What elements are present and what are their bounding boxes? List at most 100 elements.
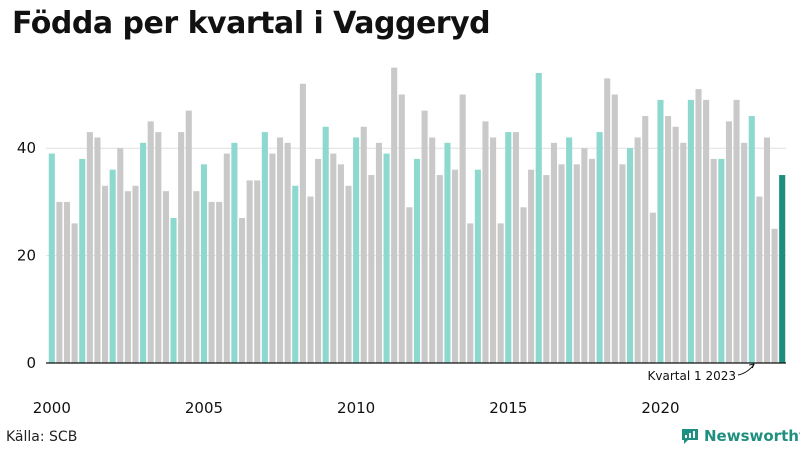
bar: 2003 K1: 41 <box>140 142 147 363</box>
bar: 2003 K4: 32 <box>162 191 169 363</box>
bar: 2018 K1: 43 <box>596 132 603 363</box>
bar: 2019 K2: 42 <box>634 137 641 363</box>
bar: 2006 K1: 41 <box>231 142 238 363</box>
annotation-arrowhead <box>749 363 755 369</box>
bar: 2005 K2: 30 <box>208 201 215 363</box>
bar: 2024 K1: 35 <box>779 175 786 363</box>
bar: 2005 K4: 39 <box>223 153 230 363</box>
bar: 2010 K2: 44 <box>360 126 367 363</box>
bar: 2000 K3: 30 <box>63 201 71 363</box>
bar: 2012 K3: 42 <box>429 137 436 363</box>
bar: 2015 K4: 36 <box>528 169 535 363</box>
bar: 2004 K1: 27 <box>170 218 177 363</box>
bar: 2001 K1: 38 <box>79 158 86 363</box>
bar: 2013 K4: 26 <box>467 223 474 363</box>
bar: 2021 K1: 49 <box>687 99 694 364</box>
bar: 2009 K3: 37 <box>337 164 344 363</box>
bar: 2023 K4: 25 <box>771 228 778 363</box>
bar: 2016 K1: 54 <box>535 73 542 364</box>
bar: 2018 K3: 50 <box>611 94 618 363</box>
bar: 2003 K3: 43 <box>155 132 162 363</box>
bar: 2008 K4: 38 <box>315 158 322 363</box>
bars: 2000 K1: 392000 K2: 302000 K3: 302000 K4… <box>48 67 786 364</box>
annotation-arrow <box>737 363 755 376</box>
bar: 2022 K3: 49 <box>733 99 740 364</box>
brand-name: Newsworthy <box>704 427 800 445</box>
chart-title: Födda per kvartal i Vaggeryd <box>12 6 491 41</box>
bar: 2015 K3: 29 <box>520 207 527 363</box>
bar: 2004 K3: 47 <box>185 110 192 363</box>
bar: 2000 K2: 30 <box>56 201 63 363</box>
bar: 2007 K3: 42 <box>277 137 284 363</box>
bar: 2006 K3: 34 <box>246 180 253 363</box>
y-tick-label: 40 <box>17 139 36 157</box>
bar: 2020 K4: 41 <box>680 142 687 363</box>
bar: 2015 K2: 43 <box>512 132 519 363</box>
bar: 2001 K2: 43 <box>86 132 93 363</box>
bar: 2014 K2: 45 <box>482 121 489 363</box>
y-axis-ticks: 0 20 40 <box>17 139 36 372</box>
bar: 2004 K2: 43 <box>178 132 185 363</box>
bar: 2000 K1: 39 <box>48 153 55 363</box>
x-tick-label: 2005 <box>185 399 223 417</box>
x-tick-label: 2000 <box>33 399 71 417</box>
y-tick-label: 20 <box>17 247 36 265</box>
bar: 2001 K3: 42 <box>94 137 101 363</box>
bar: 2011 K4: 29 <box>406 207 413 363</box>
bar: 2022 K4: 41 <box>741 142 748 363</box>
bar: 2005 K3: 30 <box>216 201 223 363</box>
x-tick-label: 2020 <box>641 399 679 417</box>
x-tick-label: 2015 <box>489 399 527 417</box>
bar: 2018 K4: 37 <box>619 164 626 363</box>
bar: 2010 K1: 42 <box>353 137 360 363</box>
bar: 2023 K3: 42 <box>763 137 771 363</box>
bar: 2008 K1: 33 <box>292 185 299 363</box>
bar: 2009 K2: 39 <box>330 153 337 363</box>
bar: 2017 K4: 38 <box>588 158 596 363</box>
bar: 2022 K1: 38 <box>718 158 725 363</box>
bar: 2021 K2: 51 <box>695 89 702 363</box>
bar: 2020 K2: 46 <box>665 115 672 363</box>
bar: 2019 K3: 46 <box>642 115 649 363</box>
bar: 2019 K1: 40 <box>626 148 634 363</box>
bar: 2023 K1: 46 <box>748 115 755 363</box>
newsworthy-icon <box>682 429 698 444</box>
bar: 2004 K4: 32 <box>193 191 200 363</box>
source-note: Källa: SCB <box>6 429 78 445</box>
bar: 2022 K2: 45 <box>725 121 732 363</box>
bar: 2005 K1: 37 <box>200 164 208 363</box>
bar: 2002 K4: 33 <box>132 185 139 363</box>
bar: 2019 K4: 28 <box>649 212 656 363</box>
bar: 2010 K3: 35 <box>368 175 375 363</box>
bar: 2020 K3: 44 <box>672 126 679 363</box>
bar: 2006 K2: 27 <box>238 218 246 363</box>
bar: 2002 K2: 40 <box>117 148 124 363</box>
x-tick-label: 2010 <box>337 399 375 417</box>
bar: 2009 K4: 33 <box>345 185 352 363</box>
bar: 2001 K4: 33 <box>102 185 109 363</box>
bar: 2007 K1: 43 <box>261 132 268 363</box>
annotation-label: Kvartal 1 2023 <box>648 369 736 383</box>
bar: 2013 K2: 36 <box>451 169 459 363</box>
bar: 2007 K2: 39 <box>269 153 276 363</box>
bar: 2010 K4: 41 <box>375 142 383 363</box>
bar: 2017 K3: 40 <box>581 148 588 363</box>
bar: 2014 K3: 42 <box>490 137 497 363</box>
bar: 2014 K1: 36 <box>474 169 481 363</box>
bar: 2023 K2: 31 <box>756 196 763 363</box>
annotation: Kvartal 1 2023 <box>648 363 755 383</box>
bar: 2017 K2: 37 <box>573 164 580 363</box>
bar: 2015 K1: 43 <box>505 132 512 363</box>
bar: 2013 K1: 41 <box>444 142 451 363</box>
y-tick-label: 0 <box>26 354 36 372</box>
bar: 2003 K2: 45 <box>147 121 154 363</box>
bar: 2014 K4: 26 <box>497 223 504 363</box>
bar: 2012 K2: 47 <box>421 110 428 363</box>
bar: 2011 K2: 55 <box>391 67 398 364</box>
bar: 2016 K3: 41 <box>550 142 557 363</box>
bar: 2016 K4: 37 <box>558 164 565 363</box>
bar: 2006 K4: 34 <box>254 180 261 363</box>
bar: 2011 K3: 50 <box>398 94 405 363</box>
bar: 2008 K2: 52 <box>299 83 306 363</box>
